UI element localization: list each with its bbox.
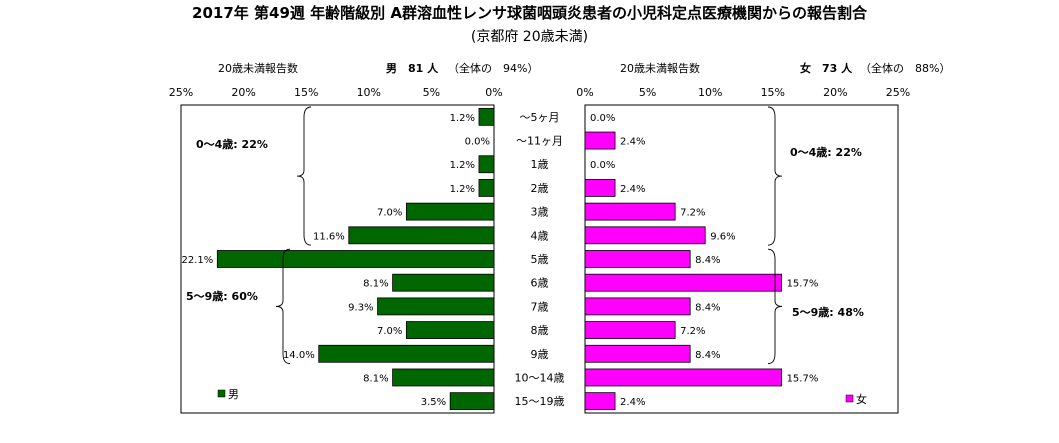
male-bar (405, 202, 495, 221)
male-data-label: 1.2% (450, 184, 475, 195)
female-data-label: 15.7% (787, 373, 819, 384)
male-sex-label: 男 (386, 62, 397, 75)
male-bar (478, 179, 495, 197)
male-bar (449, 392, 495, 411)
male-count-label: 20歳未満報告数 (218, 62, 298, 75)
male-group-brace (275, 248, 291, 365)
female-group-annotation: 5～9歳: 48% (792, 305, 864, 319)
male-data-label: 8.1% (363, 279, 388, 290)
male-axis-tick-label: 0% (485, 86, 502, 99)
male-data-label: 11.6% (313, 231, 345, 242)
female-data-label: 8.4% (695, 302, 720, 313)
male-data-label: 7.0% (377, 326, 402, 337)
category-label: 4歳 (531, 229, 549, 242)
female-group-annotation: 0～4歳: 22% (790, 145, 862, 159)
female-data-label: 0.0% (590, 113, 615, 124)
male-data-label: 1.2% (450, 113, 475, 124)
female-axis-tick-label: 0% (576, 86, 593, 99)
female-axis-tick-label: 20% (823, 86, 847, 99)
male-data-label: 3.5% (421, 397, 446, 408)
female-bar (584, 179, 616, 197)
category-label: 2歳 (531, 182, 549, 195)
female-group-brace (767, 106, 783, 246)
chart-title: 2017年 第49週 年齢階級別 A群溶血性レンサ球菌咽頭炎患者の小児科定点医療… (192, 4, 867, 22)
male-axis-tick-label: 25% (169, 86, 193, 99)
female-bar (584, 297, 691, 316)
female-axis-tick-label: 10% (698, 86, 722, 99)
category-label: 5歳 (531, 253, 549, 266)
category-label: ～11ヶ月 (516, 135, 563, 148)
chart-subtitle: (京都府 20歳未満) (470, 29, 589, 45)
female-data-label: 8.4% (695, 255, 720, 266)
female-bar (584, 226, 706, 245)
category-label: 8歳 (531, 324, 549, 337)
female-bar (584, 202, 676, 221)
female-bar (584, 273, 782, 292)
female-data-label: 15.7% (787, 279, 819, 290)
male-bar (318, 344, 495, 363)
category-label: 9歳 (531, 348, 549, 361)
male-data-label: 8.1% (363, 373, 388, 384)
female-data-label: 9.6% (710, 231, 735, 242)
male-data-label: 1.2% (450, 160, 475, 171)
category-label: 6歳 (531, 277, 549, 290)
category-label: ～5ヶ月 (520, 111, 560, 124)
female-count-label: 20歳未満報告数 (620, 62, 700, 75)
male-axis-tick-label: 20% (231, 86, 255, 99)
male-data-label: 0.0% (465, 137, 490, 148)
male-legend-label: 男 (228, 388, 239, 401)
female-data-label: 8.4% (695, 350, 720, 361)
female-sex-label: 女 (800, 62, 811, 75)
category-label: 10～14歳 (515, 371, 565, 384)
female-count: 73 人 (822, 62, 853, 75)
male-group-annotation: 0～4歳: 22% (196, 137, 268, 151)
female-legend-swatch (845, 394, 854, 403)
male-count: 81 人 (408, 62, 439, 75)
male-bar (478, 107, 495, 126)
male-data-label: 14.0% (283, 350, 315, 361)
female-bar (584, 250, 691, 268)
male-legend-swatch (217, 389, 226, 398)
female-axis-tick-label: 15% (761, 86, 785, 99)
male-bar (405, 321, 495, 339)
male-group-annotation: 5～9歳: 60% (186, 289, 258, 303)
female-bar (584, 344, 691, 363)
female-data-label: 0.0% (590, 160, 615, 171)
male-bar (348, 226, 495, 245)
female-bar (584, 321, 676, 339)
female-axis-tick-label: 5% (639, 86, 656, 99)
female-data-label: 2.4% (620, 137, 645, 148)
female-bar (584, 131, 616, 150)
female-data-label: 2.4% (620, 397, 645, 408)
male-data-label: 9.3% (348, 302, 373, 313)
female-legend-label: 女 (856, 392, 867, 406)
male-axis-tick-label: 15% (294, 86, 318, 99)
male-axis-tick-label: 10% (357, 86, 381, 99)
female-bar (584, 392, 616, 411)
category-label: 3歳 (531, 206, 549, 219)
male-bar (377, 297, 495, 316)
female-data-label: 7.2% (680, 326, 705, 337)
male-bar (392, 368, 495, 387)
category-label: 7歳 (531, 300, 549, 313)
male-data-label: 7.0% (377, 208, 402, 219)
male-axis-tick-label: 5% (423, 86, 440, 99)
male-bar (216, 250, 495, 268)
male-share: （全体の 94%） (448, 62, 539, 75)
female-share: （全体の 88%） (860, 62, 951, 75)
category-label: 15～19歳 (515, 395, 565, 408)
category-label: 1歳 (531, 158, 549, 171)
female-data-label: 2.4% (620, 184, 645, 195)
female-data-label: 7.2% (680, 208, 705, 219)
female-group-brace (767, 248, 783, 365)
male-bar (392, 273, 495, 292)
male-bar (478, 155, 495, 174)
female-bar (584, 368, 782, 387)
female-axis-tick-label: 25% (886, 86, 910, 99)
male-group-brace (296, 106, 312, 246)
male-data-label: 22.1% (182, 255, 214, 266)
